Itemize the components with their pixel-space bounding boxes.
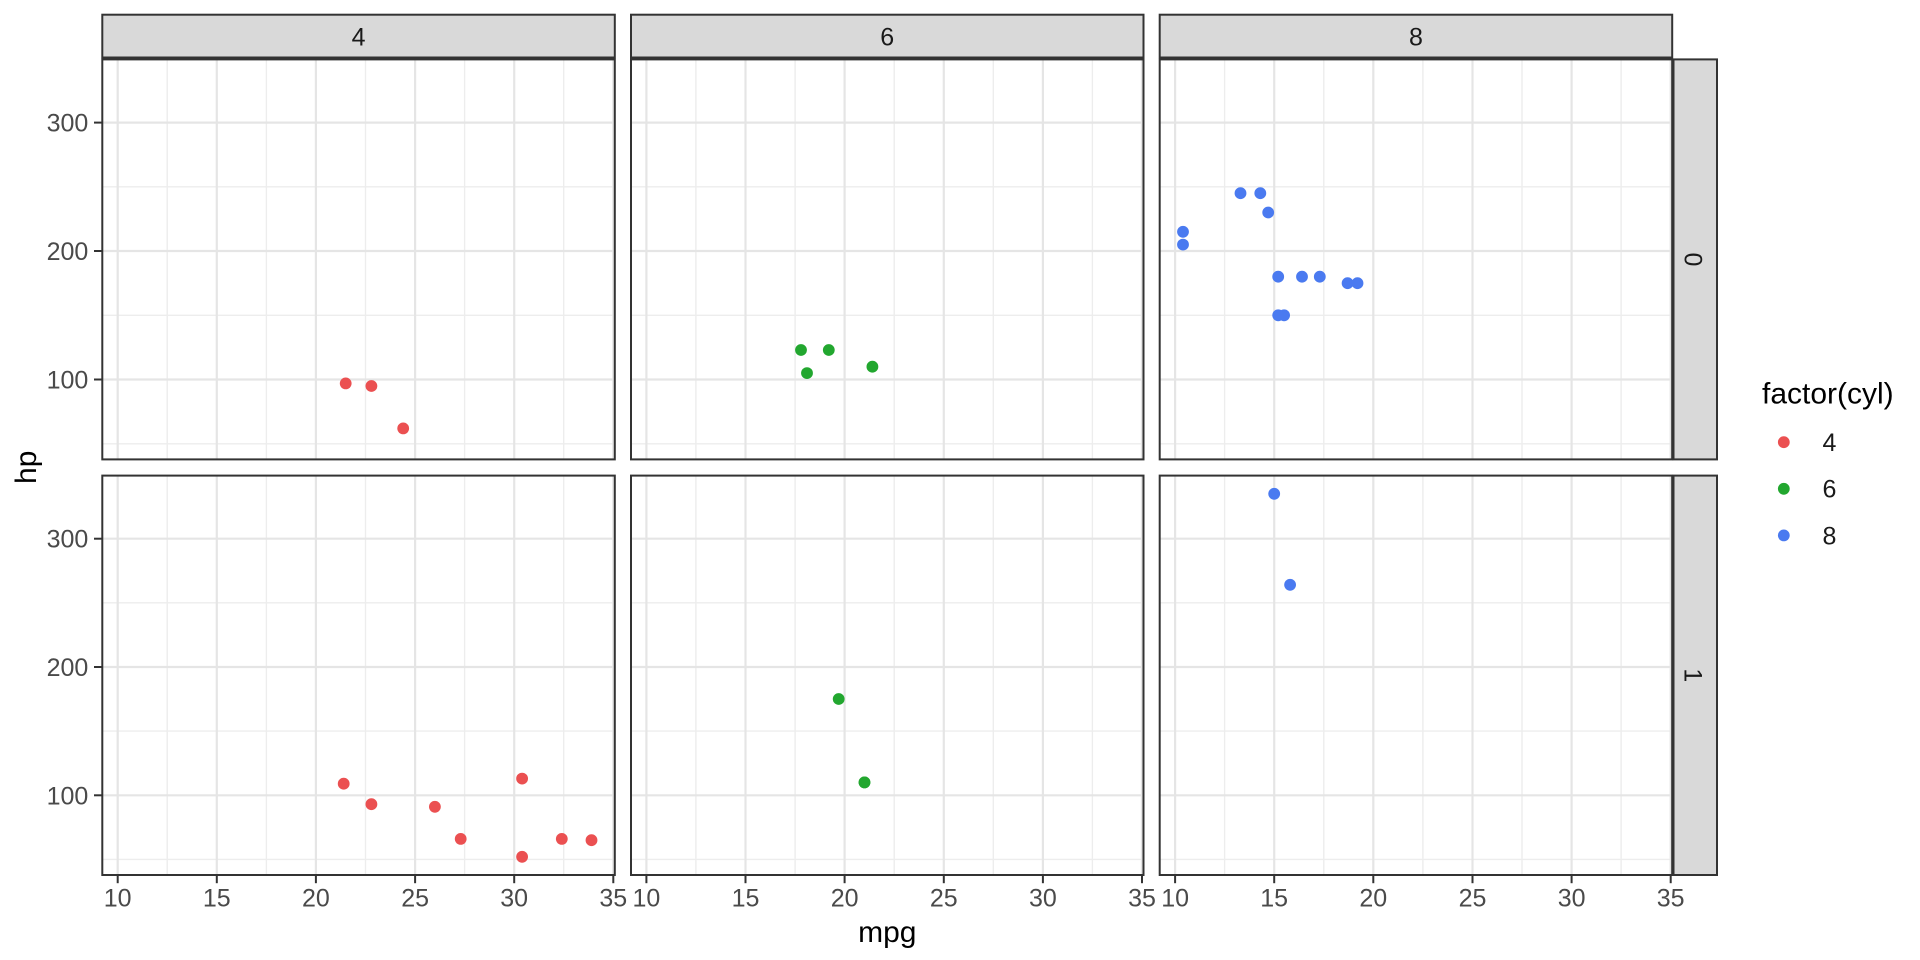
svg-text:4: 4 — [1823, 429, 1837, 457]
svg-text:35: 35 — [1128, 885, 1156, 913]
svg-text:10: 10 — [104, 885, 132, 913]
svg-text:200: 200 — [47, 238, 89, 266]
svg-text:6: 6 — [880, 23, 894, 51]
svg-text:20: 20 — [831, 885, 859, 913]
svg-text:35: 35 — [599, 885, 627, 913]
svg-text:200: 200 — [47, 654, 89, 682]
svg-text:10: 10 — [1161, 885, 1189, 913]
svg-text:6: 6 — [1823, 476, 1837, 504]
svg-text:100: 100 — [47, 782, 89, 810]
svg-text:10: 10 — [632, 885, 660, 913]
svg-text:0: 0 — [1679, 252, 1707, 266]
svg-text:300: 300 — [47, 526, 89, 554]
svg-text:25: 25 — [401, 885, 429, 913]
svg-text:mpg: mpg — [858, 916, 916, 949]
svg-text:300: 300 — [47, 110, 89, 138]
svg-text:15: 15 — [203, 885, 231, 913]
svg-text:30: 30 — [1029, 885, 1057, 913]
svg-text:factor(cyl): factor(cyl) — [1762, 377, 1894, 410]
svg-text:hp: hp — [10, 451, 43, 484]
svg-text:15: 15 — [1260, 885, 1288, 913]
svg-text:100: 100 — [47, 367, 89, 395]
svg-text:8: 8 — [1823, 522, 1837, 550]
svg-text:30: 30 — [1558, 885, 1586, 913]
svg-text:1: 1 — [1679, 668, 1707, 682]
svg-text:35: 35 — [1657, 885, 1685, 913]
svg-text:8: 8 — [1409, 23, 1423, 51]
svg-text:20: 20 — [302, 885, 330, 913]
svg-text:15: 15 — [732, 885, 760, 913]
svg-text:4: 4 — [352, 23, 366, 51]
svg-text:25: 25 — [1459, 885, 1487, 913]
svg-text:30: 30 — [500, 885, 528, 913]
svg-text:20: 20 — [1359, 885, 1387, 913]
svg-text:25: 25 — [930, 885, 958, 913]
